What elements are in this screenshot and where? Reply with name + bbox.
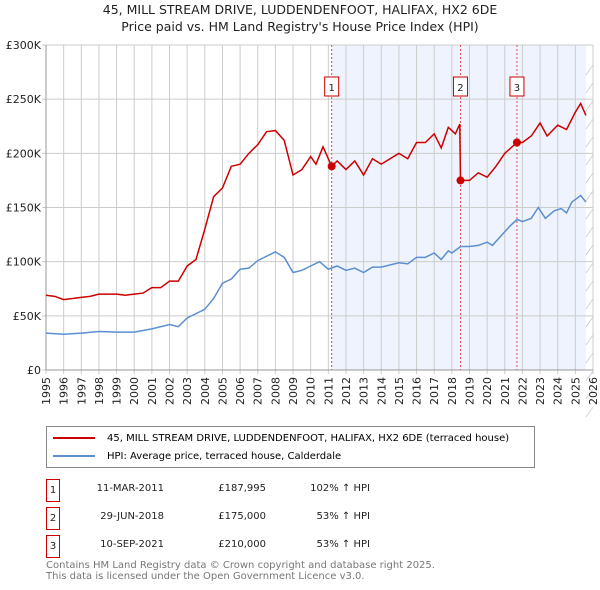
x-tick-label: 1999 [111, 377, 124, 405]
x-tick-label: 2026 [587, 377, 600, 405]
x-tick-label: 2019 [463, 377, 476, 405]
y-tick-label: £50K [13, 310, 42, 323]
hatch-line [585, 388, 594, 400]
hpi-line [45, 194, 587, 336]
sale-price: £210,000 [218, 539, 266, 550]
hatch-line [585, 334, 594, 346]
hatch-line [585, 190, 594, 202]
plot-area: 1995 1996 1997 1998 1999 2000 2001 2002 2003 2004… [6, 39, 600, 418]
hatch-line [585, 118, 594, 130]
sale-row: 3 10-SEP-2021 £210,000 53% ↑ HPI [46, 535, 446, 558]
sale-price: £187,995 [218, 483, 266, 494]
x-tick-label: 2021 [499, 377, 512, 405]
hatch-line [585, 172, 594, 184]
x-tick-label: 2005 [216, 377, 229, 405]
x-tick-label: 2013 [358, 377, 371, 405]
x-tick-label: 2020 [481, 377, 494, 405]
x-tick-label: 2011 [322, 377, 335, 405]
sale-point [512, 138, 521, 147]
hatch-line [585, 136, 594, 148]
legend: 45, MILL STREAM DRIVE, LUDDENDENFOOT, HA… [46, 426, 535, 468]
x-tick-label: 1997 [75, 377, 88, 405]
hatch-line [585, 154, 594, 166]
hatch-line [585, 352, 594, 364]
sale-date: 11-MAR-2011 [96, 483, 164, 494]
sale-date: 29-JUN-2018 [100, 511, 164, 522]
sale-marker-box [452, 76, 468, 97]
hatch-line [585, 208, 594, 220]
legend-label-hpi: HPI: Average price, terraced house, Cald… [107, 450, 342, 462]
y-tick-label: £300K [6, 39, 42, 52]
hatch-line [585, 298, 594, 310]
x-tick-label: 2023 [534, 377, 547, 405]
hatch-line [585, 226, 594, 238]
chart-subtitle: Price paid vs. HM Land Registry's House … [121, 19, 479, 34]
sale-marker-box [509, 76, 525, 97]
sale-marker-box [324, 76, 340, 97]
x-tick-label: 2022 [516, 377, 529, 405]
hatch-line [585, 100, 594, 112]
legend-blue-line [53, 455, 95, 457]
sale-hpi: 53% ↑ HPI [316, 511, 370, 522]
x-tick-label: 2006 [234, 377, 247, 405]
x-tick-label: 1996 [58, 377, 71, 405]
y-tick-label: £150K [6, 202, 42, 215]
sale-marker-label: 2 [457, 83, 463, 94]
x-tick-label: 2015 [393, 377, 406, 405]
x-tick-label: 2012 [340, 377, 353, 405]
x-tick-label: 2008 [269, 377, 282, 405]
x-tick-label: 2001 [146, 377, 159, 405]
footer-line-1: Contains HM Land Registry data © Crown c… [46, 560, 435, 571]
x-tick-label: 2003 [181, 377, 194, 405]
x-tick-label: 2002 [164, 377, 177, 405]
x-tick-label: 2009 [287, 377, 300, 405]
footer-line-2: This data is licensed under the Open Gov… [46, 571, 365, 582]
x-tick-label: 1995 [40, 377, 53, 405]
chart-title: 45, MILL STREAM DRIVE, LUDDENDENFOOT, HA… [102, 2, 498, 17]
y-tick-label: £100K [6, 256, 42, 269]
sale-row: 1 11-MAR-2011 £187,995 102% ↑ HPI [46, 479, 446, 502]
sale-hpi: 53% ↑ HPI [316, 539, 370, 550]
sale-date: 10-SEP-2021 [100, 539, 164, 550]
hatch-line [585, 316, 594, 328]
y-tick-label: £250K [6, 93, 42, 106]
x-tick-label: 2004 [199, 377, 212, 405]
sale-point [327, 162, 336, 171]
hatch-line [585, 406, 594, 418]
x-tick-label: 2017 [428, 377, 441, 405]
sale-number: 3 [46, 535, 60, 558]
hatch-line [585, 370, 594, 382]
x-tick-label: 2024 [552, 377, 565, 405]
footer: Contains HM Land Registry data © Crown c… [46, 560, 435, 582]
legend-label-property: 45, MILL STREAM DRIVE, LUDDENDENFOOT, HA… [107, 432, 510, 444]
y-tick-label: £200K [6, 147, 42, 160]
hatch-line [585, 280, 594, 292]
x-tick-label: 2007 [252, 377, 265, 405]
sale-number: 2 [46, 507, 60, 530]
sale-price: £175,000 [218, 511, 266, 522]
x-tick-label: 2025 [569, 377, 582, 405]
x-tick-label: 1998 [93, 377, 106, 405]
hatch-line [585, 262, 594, 274]
hatch-line [585, 64, 594, 76]
sale-point [456, 176, 465, 185]
sale-hpi: 102% ↑ HPI [310, 483, 370, 494]
legend-red-line [53, 437, 95, 439]
sale-marker-label: 3 [514, 83, 520, 94]
sale-row: 2 29-JUN-2018 £175,000 53% ↑ HPI [46, 507, 446, 530]
sale-marker-label: 1 [328, 83, 334, 94]
hatch-line [585, 82, 594, 94]
x-tick-label: 2018 [446, 377, 459, 405]
y-tick-label: £0 [27, 364, 41, 377]
x-tick-label: 2000 [128, 377, 141, 405]
hatch-line [585, 244, 594, 256]
x-tick-label: 2016 [411, 377, 424, 405]
sale-number: 1 [46, 479, 60, 502]
x-tick-label: 2014 [375, 377, 388, 405]
x-tick-label: 2010 [305, 377, 318, 405]
